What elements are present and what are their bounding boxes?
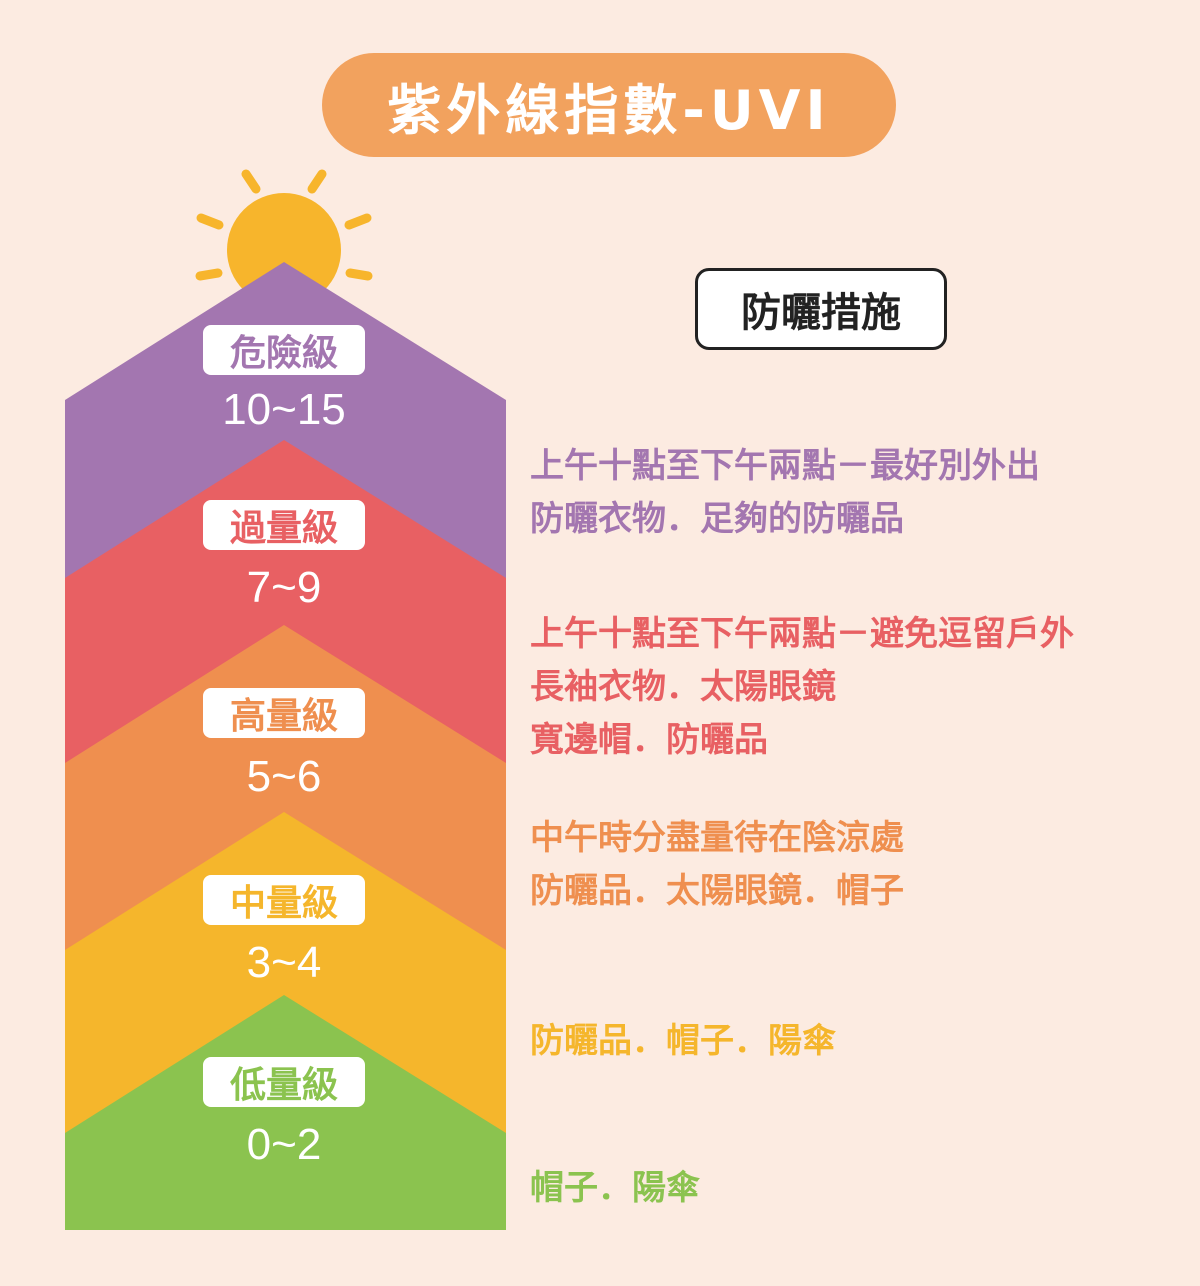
page-title: 紫外線指數-UVI xyxy=(322,53,896,157)
level-range-danger: 10~15 xyxy=(222,385,346,434)
measure-line: 上午十點至下午兩點－最好別外出 xyxy=(530,446,1040,486)
measure-line: 長袖衣物．太陽眼鏡 xyxy=(530,667,836,707)
measure-line: 寬邊帽．防曬品 xyxy=(530,720,768,760)
sun-icon xyxy=(195,169,373,307)
measure-line: 帽子．陽傘 xyxy=(530,1168,700,1208)
measures-excessive: 上午十點至下午兩點－避免逗留戶外 長袖衣物．太陽眼鏡 寬邊帽．防曬品 xyxy=(530,608,1074,767)
level-label-high: 高量級 xyxy=(203,688,365,738)
measures-low: 帽子．陽傘 xyxy=(530,1162,700,1215)
measure-line: 防曬衣物．足夠的防曬品 xyxy=(530,499,904,539)
level-range-excessive: 7~9 xyxy=(246,563,322,612)
level-label-excessive: 過量級 xyxy=(203,500,365,550)
level-range-low: 0~2 xyxy=(246,1120,322,1169)
measure-line: 防曬品．帽子．陽傘 xyxy=(530,1021,836,1061)
sun-protection-header: 防曬措施 xyxy=(695,268,947,350)
level-label-danger: 危險級 xyxy=(203,325,365,375)
measures-moderate: 防曬品．帽子．陽傘 xyxy=(530,1015,836,1068)
measures-danger: 上午十點至下午兩點－最好別外出 防曬衣物．足夠的防曬品 xyxy=(530,440,1040,546)
level-range-high: 5~6 xyxy=(246,752,322,801)
level-band-low xyxy=(65,995,506,1230)
measure-line: 防曬品．太陽眼鏡．帽子 xyxy=(530,871,904,911)
level-label-moderate: 中量級 xyxy=(203,875,365,925)
measure-line: 中午時分盡量待在陰涼處 xyxy=(530,818,904,858)
level-label-low: 低量級 xyxy=(203,1057,365,1107)
measure-line: 上午十點至下午兩點－避免逗留戶外 xyxy=(530,614,1074,654)
level-range-moderate: 3~4 xyxy=(246,938,322,987)
measures-high: 中午時分盡量待在陰涼處 防曬品．太陽眼鏡．帽子 xyxy=(530,812,904,918)
